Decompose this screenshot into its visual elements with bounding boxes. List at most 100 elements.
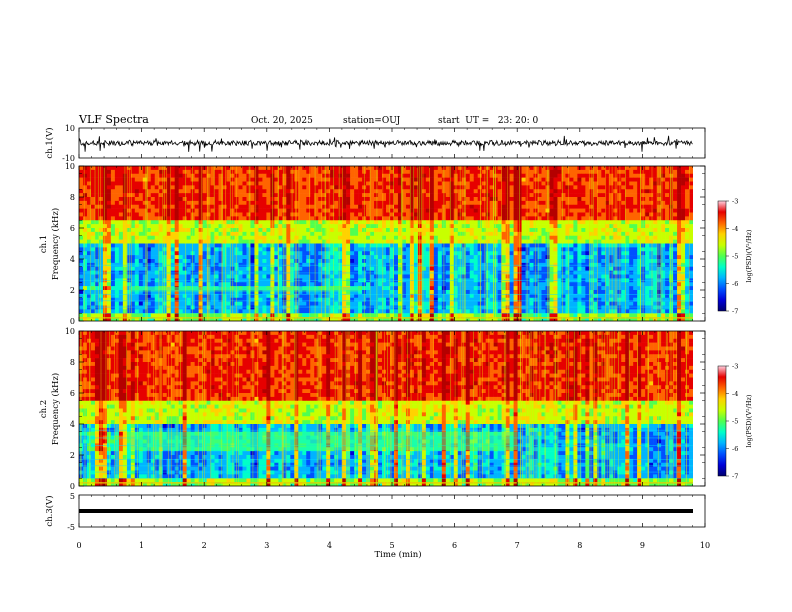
spectrogram-cell: [322, 282, 327, 287]
spectrogram-cell: [533, 212, 538, 217]
spectrogram-cell: [334, 251, 339, 256]
spectrogram-cell: [665, 239, 670, 244]
spectrogram-cell: [106, 197, 112, 202]
spectrogram-cell: [194, 235, 199, 240]
spectrogram-cell: [310, 228, 315, 233]
spectrogram-cell: [282, 189, 287, 194]
spectrogram-cell: [310, 169, 315, 175]
spectrogram-cell: [577, 231, 582, 237]
spectrogram-cell: [601, 251, 606, 256]
spectrogram-cell: [429, 189, 435, 194]
spectrogram-cell: [673, 282, 678, 287]
spectrogram-cell: [565, 282, 570, 287]
spectrogram-cell: [661, 282, 666, 287]
spectrogram-cell: [677, 220, 682, 225]
spectrogram-cell: [533, 173, 538, 178]
spectrogram-cell: [210, 197, 215, 202]
spectrogram-cell: [214, 251, 219, 256]
spectrogram-cell: [589, 200, 594, 206]
spectrogram-cell: [98, 166, 104, 171]
spectrogram-cell: [557, 212, 562, 217]
spectrogram-cell: [625, 169, 630, 175]
spectrogram-cell: [461, 286, 467, 291]
spectrogram-cell: [98, 247, 104, 252]
spectrogram-cell: [174, 282, 179, 287]
spectrogram-cell: [581, 239, 586, 244]
spectrogram-cell: [637, 235, 642, 240]
spectrogram-cell: [421, 224, 427, 229]
spectrogram-cell: [366, 228, 371, 233]
spectrogram-cell: [569, 204, 574, 209]
spectrogram-cell: [86, 290, 92, 295]
spectrogram-cell: [673, 220, 678, 225]
spectrogram-cell: [386, 189, 391, 194]
spectrogram-cell: [194, 224, 199, 229]
spectrogram-cell: [302, 212, 307, 217]
spectrogram-cell: [358, 189, 363, 194]
spectrogram-cell: [346, 224, 351, 229]
spectrogram-cell: [397, 220, 403, 225]
spectrogram-cell: [246, 216, 251, 221]
spectrogram-cell: [401, 282, 407, 287]
spectrogram-cell: [657, 216, 662, 221]
spectrogram-cell: [358, 282, 363, 287]
spectrogram-cell: [158, 239, 164, 244]
spectrogram-cell: [102, 208, 108, 213]
spectrogram-cell: [386, 266, 391, 271]
spectrogram-cell: [242, 197, 247, 202]
spectrogram-cell: [573, 255, 578, 260]
spectrogram-cell: [469, 204, 475, 209]
spectrogram-cell: [537, 243, 542, 248]
spectrogram-cell: [210, 200, 215, 206]
spectrogram-cell: [94, 282, 100, 287]
spectrogram-cell: [421, 177, 427, 182]
spectrogram-cell: [130, 259, 136, 264]
spectrogram-cell: [617, 208, 622, 213]
spectrogram-cell: [469, 251, 475, 256]
spectrogram-cell: [274, 173, 279, 178]
spectrogram-cell: [617, 239, 622, 244]
spectrogram-cell: [537, 239, 542, 244]
spectrogram-cell: [146, 259, 152, 264]
spectrogram-cell: [194, 243, 199, 248]
spectrogram-cell: [258, 266, 263, 271]
spectrogram-cell: [421, 169, 427, 175]
spectrogram-cell: [481, 220, 486, 225]
spectrogram-cell: [342, 220, 347, 225]
spectrogram-cell: [258, 290, 263, 295]
spectrogram-cell: [142, 274, 148, 279]
spectrogram-cell: [677, 166, 682, 171]
spectrogram-cell: [689, 231, 693, 237]
spectrogram-cell: [374, 274, 379, 279]
spectrogram-cell: [549, 193, 554, 198]
spectrogram-cell: [389, 259, 395, 264]
spectrogram-cell: [98, 169, 104, 175]
spectrogram-cell: [625, 193, 630, 198]
spectrogram-cell: [577, 255, 582, 260]
spectrogram-cell: [409, 251, 415, 256]
spectrogram-cell: [326, 239, 331, 244]
spectrogram-cell: [497, 235, 502, 240]
spectrogram-cell: [541, 282, 546, 287]
spectrogram-cell: [166, 181, 171, 186]
spectrogram-cell: [374, 255, 379, 260]
spectrogram-cell: [374, 212, 379, 217]
spectrogram-cell: [581, 204, 586, 209]
spectrogram-cell: [79, 228, 84, 233]
spectrogram-cell: [202, 212, 207, 217]
spectrogram-cell: [346, 193, 351, 198]
spectrogram-cell: [601, 204, 606, 209]
spectrogram-cell: [350, 228, 355, 233]
spectrogram-cell: [166, 185, 171, 190]
spectrogram-cell: [485, 255, 490, 260]
spectrogram-cell: [393, 181, 399, 186]
spectrogram-cell: [605, 169, 610, 175]
spectrogram-cell: [445, 212, 451, 217]
spectrogram-cell: [449, 177, 455, 182]
spectrogram-cell: [106, 228, 112, 233]
spectrogram-cell: [302, 235, 307, 240]
spectrogram-cell: [218, 282, 223, 287]
spectrogram-cell: [150, 166, 156, 171]
spectrogram-cell: [585, 243, 590, 248]
spectrogram-cell: [461, 173, 467, 178]
